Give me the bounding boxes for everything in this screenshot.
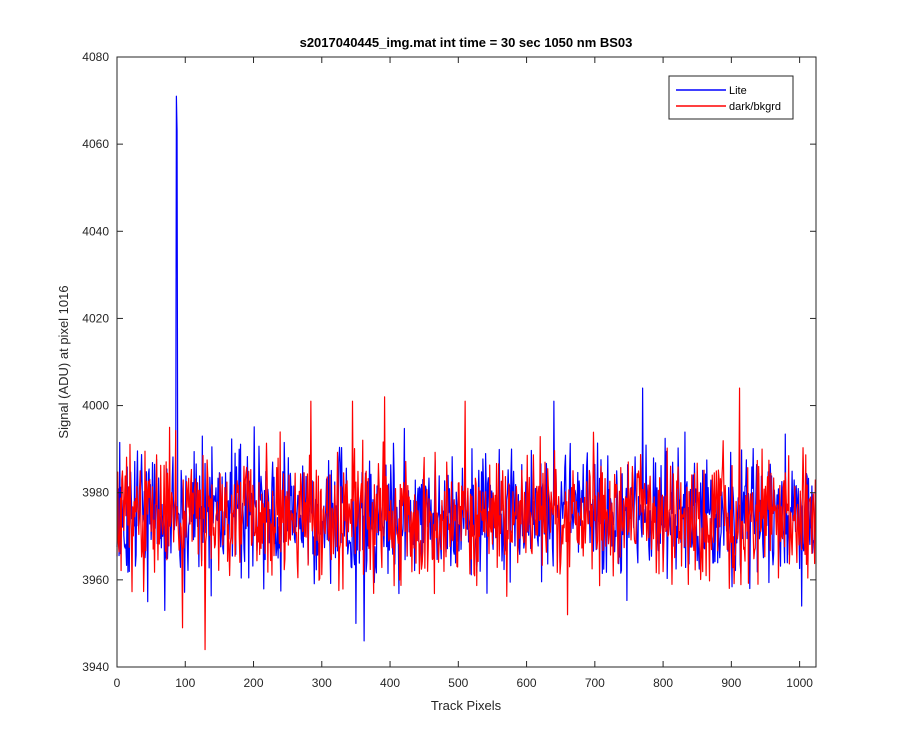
x-tick-label: 100	[175, 676, 195, 690]
y-tick-label: 3940	[82, 660, 109, 674]
x-tick-label: 600	[517, 676, 537, 690]
x-tick-label: 300	[312, 676, 332, 690]
plot-frame	[116, 56, 817, 668]
y-tick-label: 4000	[82, 399, 109, 413]
x-tick-label: 200	[244, 676, 264, 690]
series-layer	[116, 95, 816, 651]
legend-label-lite: Lite	[729, 85, 747, 97]
y-axis-title: Signal (ADU) at pixel 1016	[56, 285, 71, 438]
y-tick-label: 4040	[82, 224, 109, 238]
y-tick-label: 4020	[82, 311, 109, 325]
legend-label-dark: dark/bkgrd	[729, 101, 781, 113]
y-tick-label: 3980	[82, 486, 109, 500]
x-tick-label: 700	[585, 676, 605, 690]
x-tick-label: 800	[653, 676, 673, 690]
x-tick-label: 900	[721, 676, 741, 690]
x-tick-label: 500	[448, 676, 468, 690]
legend: Lite dark/bkgrd	[668, 75, 794, 120]
x-tick-label: 0	[114, 676, 121, 690]
y-tick-label: 3960	[82, 573, 109, 587]
y-axis: 3940 3960 3980 4000 4020 4040 4060 4080	[82, 50, 816, 674]
series-line-lite	[116, 95, 816, 642]
x-tick-label: 400	[380, 676, 400, 690]
x-axis-title: Track Pixels	[431, 698, 502, 713]
chart-title: s2017040445_img.mat int time = 30 sec 10…	[300, 35, 633, 50]
x-tick-label: 1000	[786, 676, 813, 690]
y-tick-label: 4060	[82, 137, 109, 151]
series-line-dark-bkgrd	[116, 387, 816, 651]
y-tick-label: 4080	[82, 50, 109, 64]
x-axis: 0 100 200 300 400 500 600 700 800 900 1000	[114, 57, 813, 690]
legend-box	[668, 75, 794, 120]
